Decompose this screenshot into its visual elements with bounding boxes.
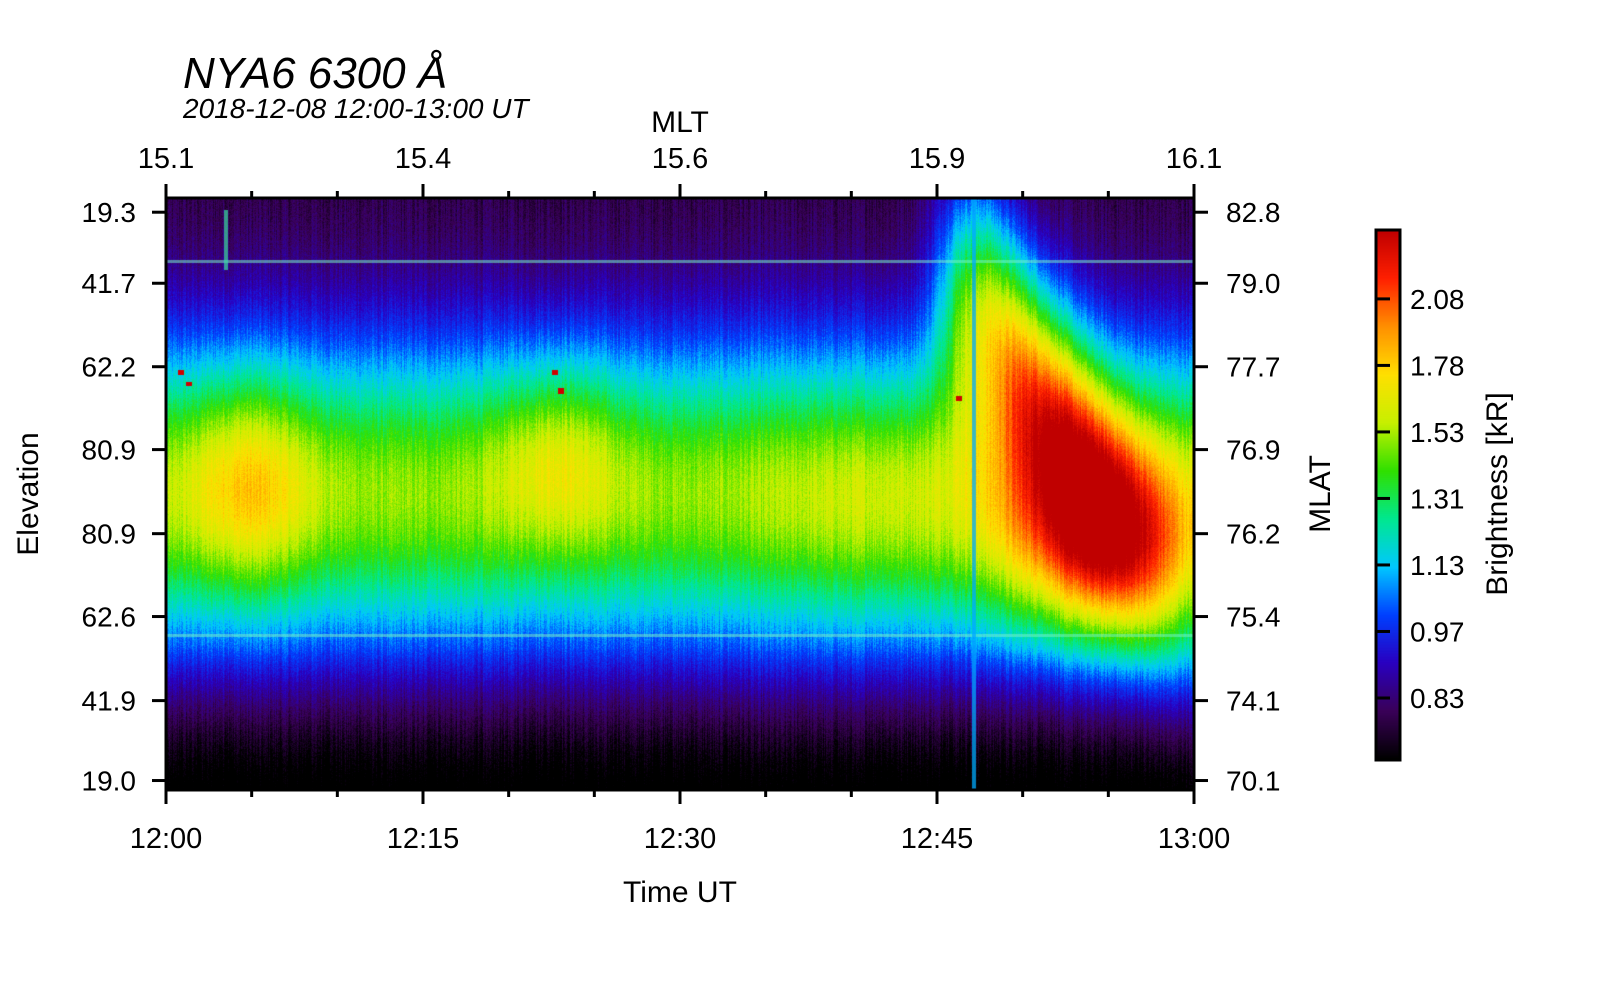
colorbar-ticks: 2.08 1.78 1.53 1.31 1.13 0.97 0.83 xyxy=(1376,284,1465,714)
y-tick-label: 41.7 xyxy=(82,268,137,299)
right-tick-label: 75.4 xyxy=(1226,602,1281,633)
colorbar-tick-label: 0.83 xyxy=(1410,683,1465,714)
right-tick-label: 76.2 xyxy=(1226,519,1281,550)
x-tick-label: 12:00 xyxy=(130,823,203,855)
heatmap-image xyxy=(166,198,1194,790)
chart-title: NYA6 6300 Å xyxy=(183,49,447,98)
x-axis-top: 15.1 15.4 15.6 15.9 16.1 xyxy=(138,143,1222,198)
top-tick-label: 15.6 xyxy=(652,143,708,175)
top-axis-label: MLT xyxy=(651,106,709,139)
x-tick-label: 13:00 xyxy=(1158,823,1231,855)
colorbar-label: Brightness [kR] xyxy=(1481,392,1514,595)
colorbar-tick-label: 1.78 xyxy=(1410,350,1465,381)
right-tick-label: 70.1 xyxy=(1226,766,1281,797)
right-tick-label: 76.9 xyxy=(1226,435,1281,466)
y-tick-label: 19.3 xyxy=(82,197,137,228)
y-axis-left: 19.3 41.7 62.2 80.9 80.9 62.6 41.9 19.0 xyxy=(82,197,166,797)
x-axis-label: Time UT xyxy=(623,876,737,909)
top-tick-label: 15.1 xyxy=(138,143,194,175)
y-axis-right: 82.8 79.0 77.7 76.9 76.2 75.4 74.1 70.1 xyxy=(1194,197,1281,797)
right-tick-label: 82.8 xyxy=(1226,197,1281,228)
x-axis-bottom: 12:00 12:15 12:30 12:45 13:00 xyxy=(130,790,1231,855)
colorbar-tick-label: 1.13 xyxy=(1410,550,1465,581)
top-tick-label: 15.9 xyxy=(909,143,965,175)
y-axis-label: Elevation xyxy=(12,432,45,555)
right-tick-label: 79.0 xyxy=(1226,268,1281,299)
x-tick-label: 12:30 xyxy=(644,823,717,855)
right-tick-label: 77.7 xyxy=(1226,352,1281,383)
y-tick-label: 19.0 xyxy=(82,766,137,797)
y-tick-label: 80.9 xyxy=(82,435,137,466)
x-tick-label: 12:45 xyxy=(901,823,974,855)
y-tick-label: 62.6 xyxy=(82,602,137,633)
colorbar-gradient xyxy=(1376,230,1400,760)
colorbar-tick-label: 2.08 xyxy=(1410,284,1465,315)
top-tick-label: 15.4 xyxy=(395,143,451,175)
chart-subtitle: 2018-12-08 12:00-13:00 UT xyxy=(182,93,530,124)
colorbar-tick-label: 1.53 xyxy=(1410,417,1465,448)
y-tick-label: 41.9 xyxy=(82,686,137,717)
top-tick-label: 16.1 xyxy=(1166,143,1222,175)
colorbar-tick-label: 0.97 xyxy=(1410,616,1465,647)
right-axis-label: MLAT xyxy=(1304,455,1337,533)
right-tick-label: 74.1 xyxy=(1226,686,1281,717)
colorbar-tick-label: 1.31 xyxy=(1410,483,1465,514)
colorbar-frame xyxy=(1374,228,1402,762)
x-tick-label: 12:15 xyxy=(387,823,460,855)
y-tick-label: 80.9 xyxy=(82,519,137,550)
y-tick-label: 62.2 xyxy=(82,352,137,383)
